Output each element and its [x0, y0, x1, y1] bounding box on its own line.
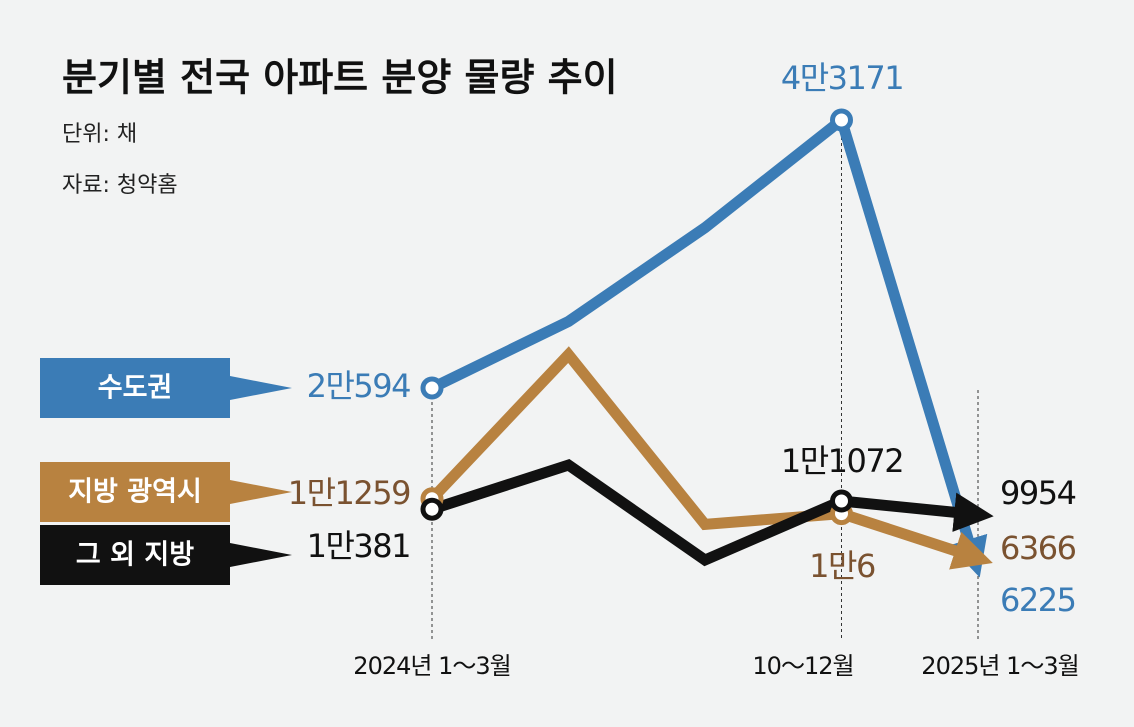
value-label: 9954 [1000, 474, 1076, 512]
series-line [430, 458, 994, 567]
value-label: 4만3171 [781, 59, 903, 97]
point-marker [420, 497, 444, 521]
value-label: 6366 [1000, 529, 1076, 567]
point-marker [830, 108, 853, 132]
value-label: 1만381 [307, 527, 410, 565]
x-tick-label: 2025년 1～3월 [921, 652, 1078, 680]
value-label: 1만1259 [288, 474, 410, 512]
value-label: 1만1072 [781, 442, 903, 480]
chart-title: 분기별 전국 아파트 분양 물량 추이 [62, 56, 618, 100]
series-line [428, 346, 993, 570]
value-label: 2만594 [307, 367, 411, 405]
point-marker [830, 489, 853, 513]
legend-label: 수도권 [98, 373, 173, 404]
legend-label: 그 외 지방 [76, 540, 194, 571]
x-tick-label: 2024년 1～3월 [353, 652, 510, 680]
point-marker [420, 376, 444, 400]
value-label: 6225 [1000, 581, 1075, 619]
x-tick-label: 10～12월 [752, 652, 853, 680]
legend-box [40, 358, 292, 418]
legend-label: 지방 광역시 [68, 477, 202, 508]
series-line [429, 110, 988, 578]
legend-box [40, 525, 292, 585]
legend-box [40, 462, 292, 522]
subtitle: 자료: 청약홈 [62, 173, 178, 198]
subtitle: 단위: 채 [62, 122, 137, 147]
value-label: 1만6 [809, 547, 875, 585]
